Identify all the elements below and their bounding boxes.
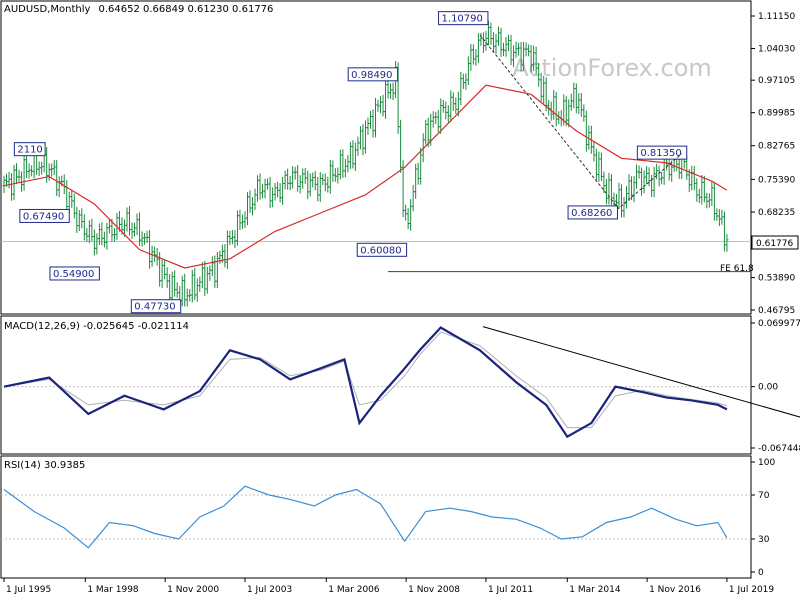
price-annotation-label: 0.60080 bbox=[360, 245, 401, 256]
watermark: ActionForex.com bbox=[512, 54, 712, 82]
rsi-main-line bbox=[3, 485, 728, 549]
price-annotation-box bbox=[567, 205, 618, 220]
price-tick-label: 0.97105 bbox=[758, 76, 795, 86]
price-annotation-box bbox=[130, 299, 182, 314]
rsi-tick-label: 70 bbox=[758, 491, 770, 501]
current-price-label: 0.61776 bbox=[756, 239, 793, 249]
macd-title: MACD(12,26,9) -0.025645 -0.021114 bbox=[4, 321, 189, 332]
price-panel bbox=[0, 0, 752, 315]
price-tick-label: 0.89985 bbox=[758, 109, 795, 119]
x-tick-label: 1 Nov 2000 bbox=[167, 585, 219, 595]
price-annotation-label: 2110 bbox=[17, 145, 42, 156]
rsi-title: RSI(14) 30.9385 bbox=[4, 460, 85, 471]
price-annotation-label: 0.67490 bbox=[23, 211, 64, 222]
x-axis: 1 Jul 1995 1 Mar 1998 1 Nov 2000 1 Jul 2003… bbox=[3, 578, 774, 595]
price-annotation-label: 0.98490 bbox=[351, 70, 392, 81]
x-tick-label: 1 Mar 2006 bbox=[328, 585, 380, 595]
chart-title-symbol: AUDUSD,Monthly bbox=[4, 4, 91, 15]
x-tick-label: 1 Jul 2003 bbox=[247, 585, 292, 595]
macd-main-line bbox=[3, 326, 728, 439]
x-tick-label: 1 Jul 1995 bbox=[6, 585, 51, 595]
rsi-axis: 100 70 30 0 bbox=[751, 458, 775, 578]
macd-tick-label: 0.00 bbox=[758, 383, 778, 393]
rsi-panel bbox=[0, 455, 752, 579]
guide-lines bbox=[1, 241, 751, 540]
macd-tick-label: -0.067448 bbox=[758, 444, 800, 454]
chart-title: AUDUSD,Monthly 0.64652 0.66849 0.61230 0.… bbox=[4, 4, 273, 15]
chart-title-ohlc: 0.64652 0.66849 0.61230 0.61776 bbox=[98, 4, 273, 15]
price-annotation-box bbox=[438, 11, 489, 26]
macd-tick-label: 0.069977 bbox=[758, 319, 800, 329]
x-tick-label: 1 Mar 2014 bbox=[569, 585, 621, 595]
x-tick-label: 1 Mar 1998 bbox=[87, 585, 139, 595]
moving-average-line bbox=[3, 84, 728, 269]
price-tick-label: 1.04030 bbox=[758, 45, 795, 55]
ohlc-bars bbox=[2, 20, 729, 308]
x-tick-label: 1 Jul 2011 bbox=[488, 585, 533, 595]
macd-panel bbox=[0, 315, 752, 455]
price-annotation-box bbox=[19, 208, 70, 223]
price-tick-label: 1.11150 bbox=[758, 12, 795, 22]
fe-label: FE 61.8 bbox=[720, 264, 754, 274]
price-annotations: 2110 0.67490 0.54900 0.47730 0.98490 0.60080 1… bbox=[13, 11, 688, 314]
macd-trendline bbox=[482, 326, 800, 418]
price-annotation-label: 0.81350 bbox=[640, 148, 681, 159]
price-annotation-box bbox=[13, 142, 46, 157]
price-annotation-box bbox=[347, 67, 399, 82]
price-annotation-box bbox=[636, 145, 688, 160]
moving-average bbox=[3, 84, 728, 269]
x-tick-label: 1 Jul 2019 bbox=[729, 585, 774, 595]
rsi-tick-label: 30 bbox=[758, 535, 770, 545]
rsi-tick-label: 0 bbox=[758, 568, 764, 578]
price-tick-label: 0.53890 bbox=[758, 274, 795, 284]
price-annotation-box bbox=[49, 266, 100, 281]
price-tick-label: 0.75390 bbox=[758, 175, 795, 185]
price-annotation-label: 0.68260 bbox=[571, 208, 612, 219]
rsi-tick-label: 100 bbox=[758, 458, 775, 468]
swing-line bbox=[479, 34, 683, 210]
price-annotation-label: 0.54900 bbox=[53, 269, 94, 280]
price-tick-label: 0.46795 bbox=[758, 306, 795, 316]
x-tick-label: 1 Nov 2008 bbox=[408, 585, 460, 595]
current-price-box bbox=[751, 235, 799, 250]
macd-axis: 0.069977 0.00 -0.067448 bbox=[751, 319, 800, 454]
rsi-line bbox=[3, 485, 728, 549]
price-annotation-label: 1.10790 bbox=[442, 14, 483, 25]
price-axis: 1.11150 1.04030 0.97105 0.89985 0.82765 0.753… bbox=[751, 12, 795, 316]
price-annotation-box bbox=[356, 242, 408, 257]
macd-lines bbox=[3, 326, 800, 439]
macd-signal-line bbox=[3, 331, 728, 429]
price-tick-label: 0.68235 bbox=[758, 208, 795, 218]
x-tick-label: 1 Nov 2016 bbox=[649, 585, 701, 595]
price-annotation-label: 0.47730 bbox=[134, 302, 175, 313]
price-tick-label: 0.82765 bbox=[758, 142, 795, 152]
